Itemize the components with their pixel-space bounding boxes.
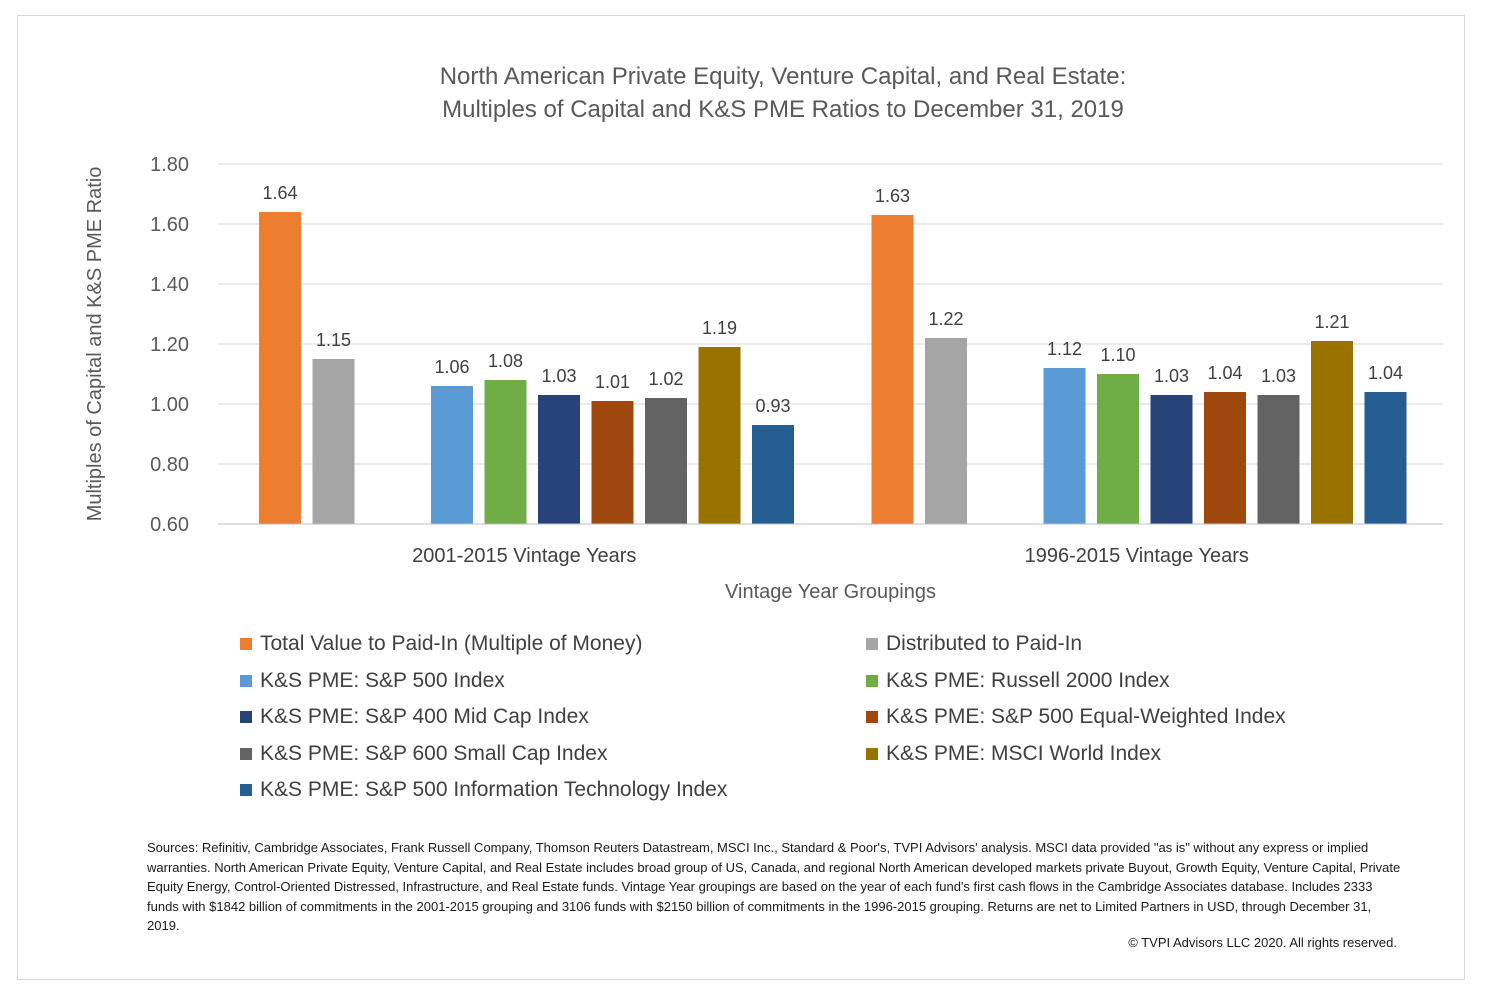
data-label: 1.08 [488,351,523,371]
legend-label: K&S PME: S&P 500 Information Technology … [260,778,728,801]
data-label: 1.19 [702,318,737,338]
legend-label: K&S PME: S&P 500 Index [260,668,505,692]
bar [1311,341,1353,524]
y-axis-label: Multiples of Capital and K&S PME Ratio [84,167,106,522]
chart-frame [17,15,1465,980]
bar [698,347,741,524]
bar [1043,368,1086,524]
bar [925,338,967,524]
bar [1204,392,1246,524]
x-category-label: 1996-2015 Vintage Years [1025,545,1249,567]
legend-swatch [866,711,878,723]
copyright-note: © TVPI Advisors LLC 2020. All rights res… [1128,935,1397,950]
legend-swatch [866,674,878,687]
data-label: 1.03 [541,366,576,386]
legend-entry: Distributed to Paid-In [866,632,1082,656]
bar [1150,395,1193,524]
chart-title-line-1: North American Private Equity, Venture C… [439,63,1127,90]
legend-entry: K&S PME: S&P 500 Information Technology … [240,778,727,802]
legend-entry: K&S PME: Russell 2000 Index [866,669,1170,693]
legend-entry: K&S PME: S&P 400 Mid Cap Index [240,705,589,729]
data-label: 1.02 [648,369,683,389]
data-label: 1.22 [928,309,963,329]
legend-entry: K&S PME: MSCI World Index [866,742,1161,766]
data-label: 1.21 [1314,312,1349,332]
legend-swatch [240,674,252,687]
legend-entry: K&S PME: S&P 600 Small Cap Index [240,742,607,766]
data-label: 1.15 [316,330,351,350]
legend-swatch [240,747,252,760]
bar [1097,374,1139,524]
bar [312,359,355,524]
legend-label: K&S PME: Russell 2000 Index [886,668,1170,692]
legend-swatch [240,638,252,650]
y-tick-label: 1.40 [150,274,189,296]
legend-entry: K&S PME: S&P 500 Index [240,669,505,693]
data-label: 1.03 [1261,366,1296,386]
chart-title-line-2: Multiples of Capital and K&S PME Ratios … [442,96,1124,123]
x-category-label: 2001-2015 Vintage Years [412,545,636,567]
x-axis-label: Vintage Year Groupings [725,581,936,603]
bar [484,380,527,524]
bar [871,215,914,524]
legend-entry: Total Value to Paid-In (Multiple of Mone… [240,632,642,656]
legend-label: K&S PME: S&P 600 Small Cap Index [260,741,608,765]
sources-note: Sources: Refinitiv, Cambridge Associates… [147,840,1401,933]
y-tick-label: 0.80 [150,454,189,476]
legend-label: K&S PME: S&P 500 Equal-Weighted Index [886,705,1286,728]
data-label: 1.04 [1207,363,1242,383]
legend-swatch [240,784,252,796]
bar [752,425,794,524]
bar [259,212,301,524]
legend-label: K&S PME: S&P 400 Mid Cap Index [260,705,589,728]
bar [645,398,687,524]
data-label: 1.03 [1154,366,1189,386]
legend-label: K&S PME: MSCI World Index [886,741,1162,765]
bar [1364,392,1407,524]
y-tick-label: 0.60 [150,514,189,536]
data-label: 1.63 [875,186,910,206]
data-label: 1.10 [1100,345,1135,365]
data-label: 1.06 [434,357,469,377]
bar [431,386,473,524]
y-tick-label: 1.00 [150,394,189,416]
bar [591,401,634,524]
bar [1257,395,1300,524]
y-tick-label: 1.60 [150,214,189,236]
data-label: 1.01 [595,372,630,392]
data-label: 1.12 [1047,339,1082,359]
legend-swatch [866,638,878,650]
legend-swatch [866,747,878,760]
legend-label: Distributed to Paid-In [886,632,1083,655]
legend-label: Total Value to Paid-In (Multiple of Mone… [260,632,643,655]
data-label: 0.93 [755,396,790,416]
bar [538,395,580,524]
y-tick-label: 1.20 [150,334,189,356]
legend-entry: K&S PME: S&P 500 Equal-Weighted Index [866,705,1286,729]
legend-swatch [240,711,252,723]
data-label: 1.64 [262,183,297,203]
data-label: 1.04 [1368,363,1403,383]
y-tick-label: 1.80 [150,154,189,176]
